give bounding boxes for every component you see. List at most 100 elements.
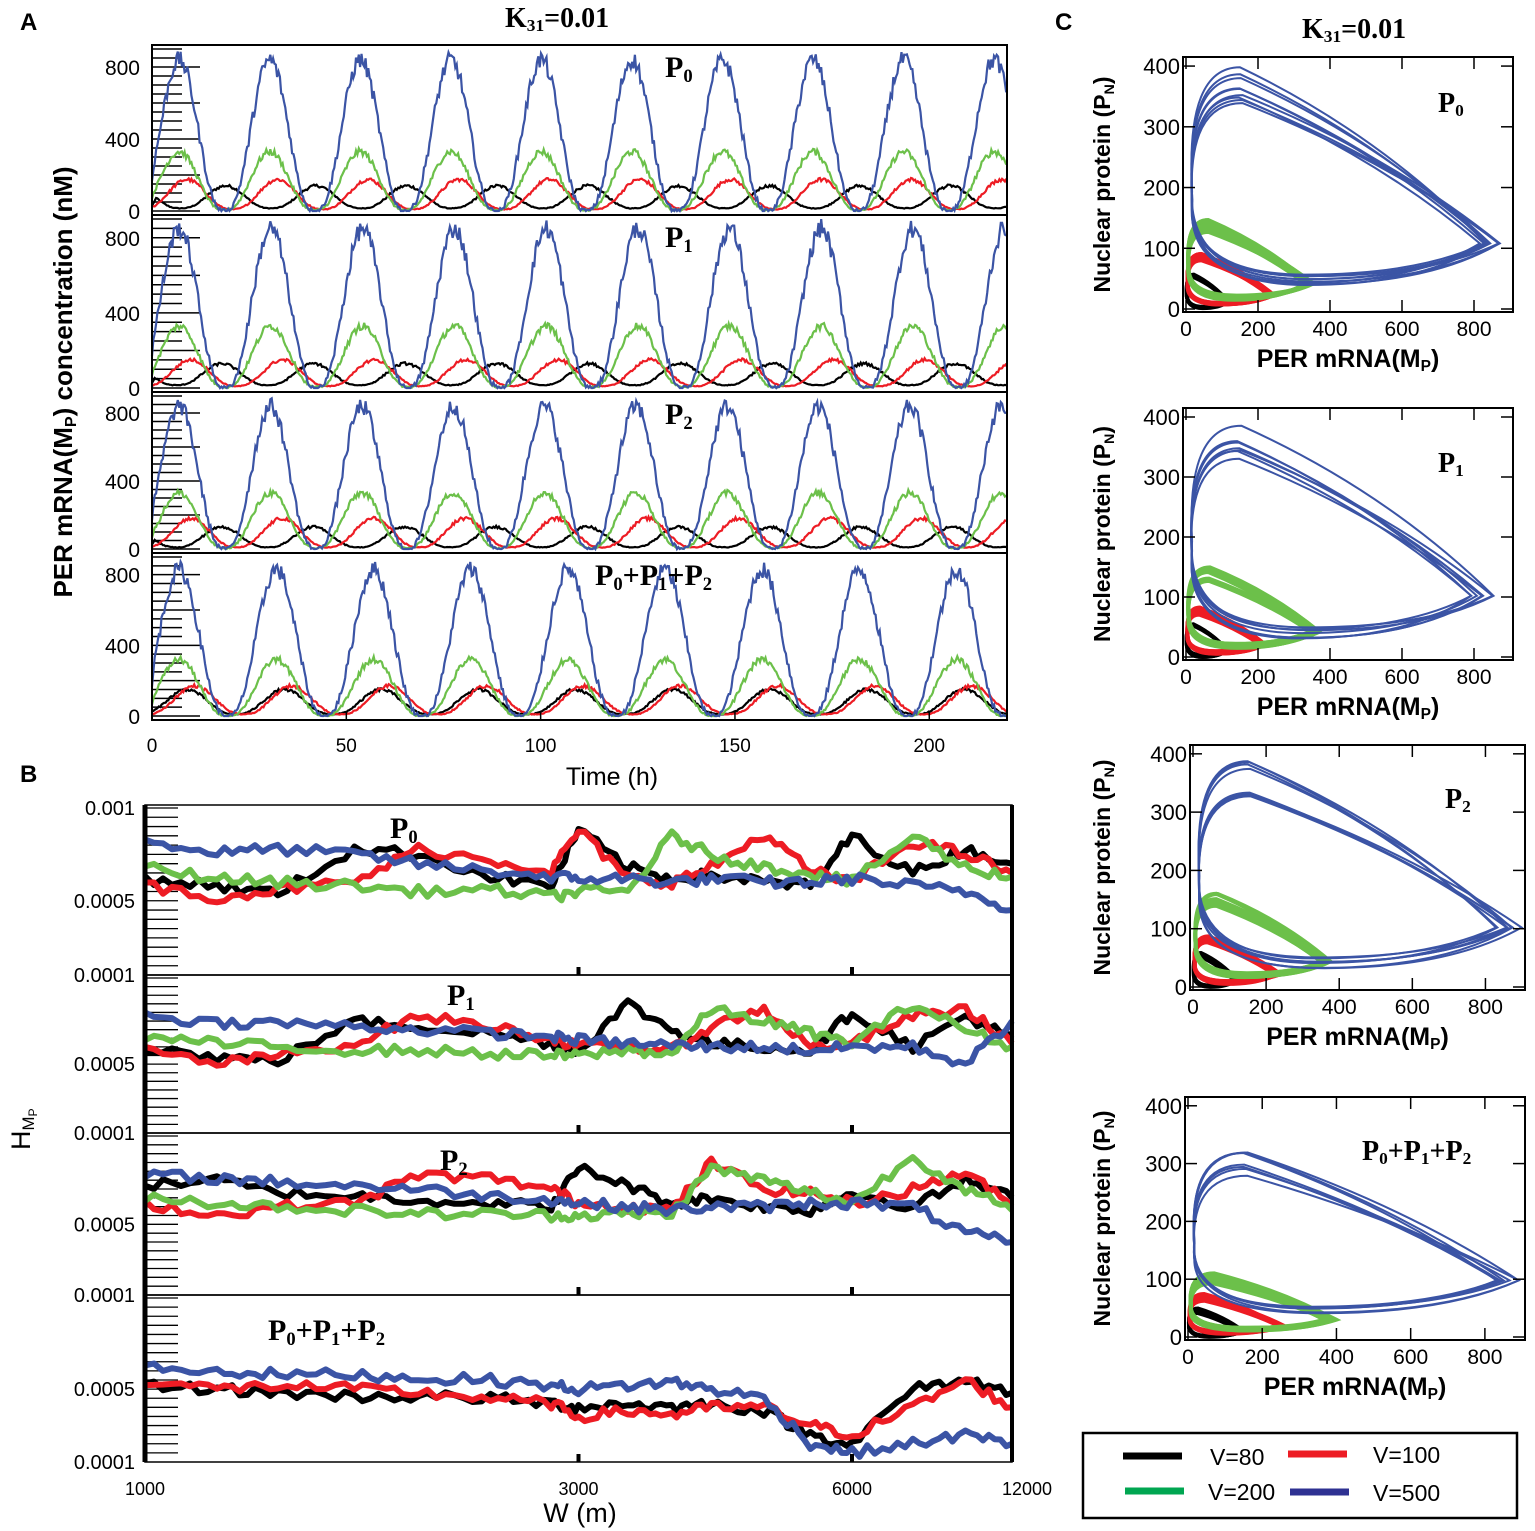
- subplot-label-part: 2: [1462, 797, 1471, 816]
- y-axis-label: Nuclear protein (PN): [1089, 759, 1118, 975]
- y-tick-label: 0: [1168, 645, 1180, 670]
- legend-label: V=80: [1210, 1444, 1264, 1470]
- y-axis-label-part: N: [1102, 434, 1118, 444]
- trajectory-loop: [1190, 440, 1473, 631]
- y-axis-label-part: M: [19, 1117, 38, 1131]
- panel-label-b: B: [20, 761, 37, 788]
- y-axis-label-part: ) concentration (nM): [48, 166, 78, 416]
- y-tick-label: 800: [105, 403, 140, 426]
- panel-a-title-part: =0.01: [544, 3, 609, 34]
- series-loops-v-500: [1190, 424, 1496, 640]
- panel-c-phase-portraits: K31=0.010 200 400 600 8000100200300400P0PER …: [1089, 14, 1526, 1403]
- y-tick-label: 100: [1145, 1267, 1182, 1292]
- series-loops-v-500: [1190, 66, 1502, 287]
- x-tick-label: 600: [1393, 1346, 1428, 1369]
- y-tick-label: 300: [1143, 465, 1180, 490]
- x-axis-label-part: PER mRNA(M: [1257, 693, 1421, 721]
- y-tick-label: 100: [1143, 585, 1180, 610]
- subplot-label-part: 0: [1455, 101, 1464, 120]
- subplot-label: P1: [1438, 448, 1464, 480]
- panel-b-subplot-1: 0.0005 0.0001 P1: [74, 974, 1015, 1145]
- subplot-label-part: 2: [458, 1159, 467, 1180]
- x-tick-label: 800: [1467, 1346, 1502, 1369]
- y-axis-label-part: P: [26, 1108, 40, 1116]
- subplot-label-part: P: [595, 559, 613, 592]
- subplot-label-part: 2: [376, 1329, 385, 1350]
- x-tick-label: 400: [1312, 318, 1347, 341]
- series-line-v-500: [150, 48, 1008, 214]
- panel-a-title-part: 31: [527, 16, 544, 35]
- series-line-v-80: [151, 523, 1007, 549]
- series-loops-v-500: [1197, 760, 1524, 970]
- y-tick-label: 200: [1143, 176, 1180, 201]
- subplot-label-part: P: [440, 1144, 458, 1177]
- series-line-v-500: [150, 396, 1007, 552]
- subplot-frame: [151, 552, 1008, 721]
- series-line-v-80: [143, 1162, 1015, 1218]
- y-tick-label: 100: [1150, 917, 1187, 942]
- panel-b-hurst-exponent: 0.0010.00050.0001P00.00050.0001P10.00050…: [6, 798, 1052, 1528]
- series-line-v-200: [143, 1004, 1014, 1062]
- panel-c-title-part: =0.01: [1341, 14, 1406, 45]
- subplot-label-part: +P: [667, 559, 702, 592]
- series-line-v-500: [143, 1009, 1015, 1068]
- trajectory-loop: [1190, 98, 1501, 278]
- series-line-v-80: [142, 826, 1013, 899]
- trajectory-loop: [1190, 94, 1502, 283]
- subplot-label-part: +P: [1430, 1136, 1463, 1167]
- y-tick-label: 300: [1145, 1152, 1182, 1177]
- x-axis-label: PER mRNA(MP): [1266, 1023, 1449, 1053]
- subplot-label: P0: [1438, 88, 1464, 120]
- y-tick-label: 400: [1150, 742, 1187, 767]
- y-tick-label: 400: [105, 471, 140, 494]
- y-tick-label: 400: [105, 129, 140, 152]
- subplot-label-part: P: [665, 398, 683, 431]
- subplot-label-part: P: [268, 1314, 286, 1347]
- subplot-label-part: 1: [683, 236, 692, 257]
- y-tick-label: 300: [1150, 800, 1187, 825]
- y-tick-label: 0: [128, 201, 140, 224]
- x-tick-label: 400: [1319, 1346, 1354, 1369]
- legend-label: V=100: [1373, 1442, 1440, 1468]
- x-tick-label: 200: [913, 736, 945, 757]
- y-tick-label: 200: [1145, 1209, 1182, 1234]
- subplot-label-part: 0: [1379, 1149, 1388, 1168]
- y-tick-label: 800: [105, 57, 140, 80]
- subplot-frame: [1182, 56, 1514, 313]
- y-axis-label: Nuclear protein (PN): [1089, 426, 1118, 642]
- legend-label: V=500: [1373, 1480, 1440, 1506]
- series-line-v-80: [151, 686, 1007, 716]
- subplot-label: P2: [1445, 784, 1471, 816]
- y-tick-label: 0: [128, 706, 140, 729]
- series-line-v-500: [143, 1168, 1013, 1246]
- y-tick-label: 0.001: [85, 798, 135, 820]
- panel-a-title-part: K: [505, 3, 527, 34]
- trajectory-loop: [1190, 441, 1479, 635]
- x-tick-label: 0: [1187, 996, 1199, 1019]
- legend-label: V=200: [1208, 1479, 1275, 1505]
- trajectory-loop: [1188, 1273, 1342, 1333]
- y-axis-label-part: ): [1089, 759, 1115, 767]
- series-line-v-100: [144, 1376, 1013, 1441]
- x-axis-label: W (m): [543, 1498, 616, 1528]
- series-line-v-500: [150, 558, 1007, 718]
- x-axis-label-part: PER mRNA(M: [1266, 1023, 1430, 1051]
- y-tick-label: 400: [1145, 1094, 1182, 1119]
- panel-label-a: A: [20, 9, 37, 36]
- y-axis-label-part: H: [6, 1131, 36, 1151]
- x-tick-label: 12000: [1002, 1479, 1052, 1499]
- trajectory-loop: [1197, 767, 1514, 963]
- series-loops-v-200: [1186, 565, 1323, 650]
- panel-c-title-part: K: [1302, 14, 1324, 45]
- trajectory-loop: [1190, 424, 1496, 632]
- y-tick-label: 0.0005: [74, 891, 135, 913]
- subplot-label: P0+P1+P2: [268, 1314, 385, 1350]
- subplot-frame: [1182, 407, 1514, 661]
- trajectory-loop: [1192, 1174, 1521, 1315]
- y-tick-label: 0: [1175, 975, 1187, 1000]
- x-tick-label: 200: [1245, 1346, 1280, 1369]
